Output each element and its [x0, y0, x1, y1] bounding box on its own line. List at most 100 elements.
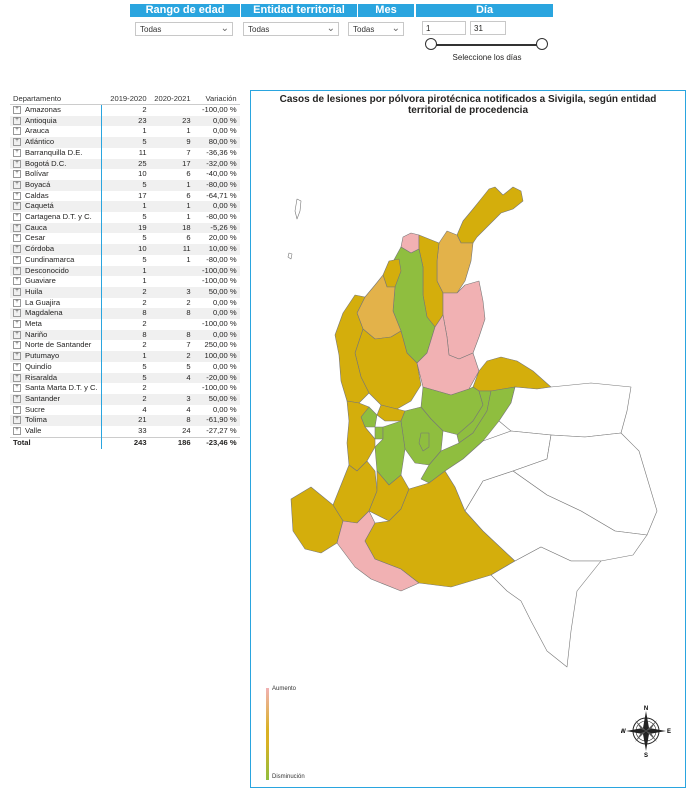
expand-icon[interactable]: + — [13, 416, 21, 425]
expand-icon[interactable]: + — [13, 148, 21, 157]
expand-icon[interactable]: + — [13, 320, 21, 329]
expand-icon[interactable]: + — [13, 191, 21, 200]
table-row[interactable]: + Quindío 5 5 0,00 % — [10, 361, 240, 373]
table-row[interactable]: + Sucre 4 4 0,00 % — [10, 404, 240, 416]
expand-icon[interactable]: + — [13, 266, 21, 275]
col-header-variation[interactable]: Variación — [193, 92, 240, 105]
value-2020-2021: 8 — [149, 415, 194, 427]
table-row[interactable]: + Cesar 5 6 20,00 % — [10, 233, 240, 245]
expand-icon[interactable]: + — [13, 255, 21, 264]
expand-icon[interactable]: + — [13, 245, 21, 254]
department-name: Cauca — [25, 222, 47, 232]
expand-icon[interactable]: + — [13, 341, 21, 350]
expand-icon[interactable]: + — [13, 427, 21, 436]
day-slider-start-handle[interactable] — [425, 38, 437, 50]
value-2020-2021: 4 — [186, 404, 191, 414]
expand-icon[interactable]: + — [13, 127, 21, 136]
department-name: Tolima — [25, 415, 47, 425]
total-variation: -23,46 % — [193, 436, 240, 449]
col-header-2019-2020[interactable]: 2019-2020 — [101, 92, 150, 105]
table-row[interactable]: + Guaviare 1 -100,00 % — [10, 276, 240, 287]
month-dropdown[interactable]: Todas ⌄ — [348, 22, 404, 36]
table-row[interactable]: + Amazonas 2 -100,00 % — [10, 104, 240, 116]
expand-icon[interactable]: + — [13, 287, 21, 296]
table-row[interactable]: + Santander 2 3 50,00 % — [10, 393, 240, 405]
table-row[interactable]: + Meta 2 -100,00 % — [10, 319, 240, 330]
expand-icon[interactable]: + — [13, 234, 21, 243]
value-2019-2020: 23 — [100, 115, 150, 127]
department-cell: + Huila — [10, 286, 102, 298]
table-row[interactable]: + Risaralda 5 4 -20,00 % — [10, 372, 240, 384]
table-row[interactable]: + Antioquia 23 23 0,00 % — [10, 115, 240, 127]
department-name: Cartagena D.T. y C. — [25, 212, 92, 222]
entity-dropdown[interactable]: Todas ⌄ — [243, 22, 339, 36]
table-row[interactable]: + Tolima 21 8 -61,90 % — [10, 415, 240, 427]
table-row[interactable]: + La Guajira 2 2 0,00 % — [10, 297, 240, 309]
expand-icon[interactable]: + — [13, 362, 21, 371]
total-2019-2020: 243 — [100, 436, 150, 449]
col-header-department[interactable]: Departamento — [10, 92, 102, 105]
day-from-input[interactable]: 1 — [422, 21, 466, 35]
expand-icon[interactable]: + — [13, 394, 21, 403]
table-row[interactable]: + Arauca 1 1 0,00 % — [10, 126, 240, 138]
department-name: Santander — [25, 393, 61, 403]
day-to-input[interactable]: 31 — [470, 21, 506, 35]
value-variation: 0,00 % — [193, 329, 240, 341]
table-row[interactable]: + Caldas 17 6 -64,71 % — [10, 190, 240, 202]
value-variation: -20,00 % — [193, 372, 240, 384]
table-row[interactable]: + Barranquilla D.E. 11 7 -36,36 % — [10, 147, 240, 159]
age-dropdown[interactable]: Todas ⌄ — [135, 22, 233, 36]
expand-icon[interactable]: + — [13, 170, 21, 179]
expand-icon[interactable]: + — [13, 384, 21, 393]
expand-icon[interactable]: + — [13, 298, 21, 307]
day-slider-track[interactable] — [432, 44, 542, 46]
day-filter-header: Día — [416, 4, 553, 17]
table-row[interactable]: + Atlántico 5 9 80,00 % — [10, 137, 240, 148]
expand-icon[interactable]: + — [13, 116, 21, 125]
map-region-norte-de-santander — [442, 280, 486, 360]
table-row[interactable]: + Putumayo 1 2 100,00 % — [10, 351, 240, 362]
table-row[interactable]: + Valle 33 24 -27,27 % — [10, 426, 240, 438]
expand-icon[interactable]: + — [13, 352, 21, 361]
table-row[interactable]: + Boyacá 5 1 -80,00 % — [10, 179, 240, 191]
department-cell: + Santa Marta D.T. y C. — [10, 383, 101, 394]
expand-icon[interactable]: + — [13, 223, 21, 232]
value-variation: 0,00 % — [212, 404, 237, 414]
table-row[interactable]: + Desconocido 1 -100,00 % — [10, 265, 240, 277]
table-row[interactable]: + Cundinamarca 5 1 -80,00 % — [10, 254, 240, 266]
day-slider-label: Seleccione los días — [452, 53, 522, 62]
value-2019-2020: 2 — [100, 393, 150, 405]
department-cell: + Putumayo — [10, 351, 102, 362]
expand-icon[interactable]: + — [13, 180, 21, 189]
table-row[interactable]: + Magdalena 8 8 0,00 % — [10, 308, 240, 320]
expand-icon[interactable]: + — [13, 159, 21, 168]
table-row[interactable]: + Huila 2 3 50,00 % — [10, 286, 240, 298]
table-row[interactable]: + Córdoba 10 11 10,00 % — [10, 244, 240, 255]
table-row[interactable]: + Bogotá D.C. 25 17 -32,00 % — [10, 158, 240, 170]
expand-icon[interactable]: + — [13, 213, 21, 222]
table-row[interactable]: + Cartagena D.T. y C. 5 1 -80,00 % — [10, 212, 240, 223]
map-region-san-andres — [294, 198, 302, 220]
department-name: Antioquia — [25, 115, 57, 125]
table-row[interactable]: + Caquetá 1 1 0,00 % — [10, 201, 240, 213]
department-name: Cundinamarca — [25, 254, 75, 264]
expand-icon[interactable]: + — [13, 373, 21, 382]
expand-icon[interactable]: + — [13, 277, 21, 286]
expand-icon[interactable]: + — [13, 202, 21, 211]
table-row[interactable]: + Santa Marta D.T. y C. 2 -100,00 % — [10, 383, 240, 394]
value-2020-2021: 7 — [186, 340, 191, 350]
day-slider-end-handle[interactable] — [536, 38, 548, 50]
value-2020-2021 — [149, 265, 194, 277]
expand-icon[interactable]: + — [13, 106, 21, 114]
table-row[interactable]: + Cauca 19 18 -5,26 % — [10, 222, 240, 234]
expand-icon[interactable]: + — [13, 330, 21, 339]
table-row[interactable]: + Nariño 8 8 0,00 % — [10, 329, 240, 341]
table-row[interactable]: + Bolívar 10 6 -40,00 % — [10, 169, 240, 180]
col-header-2020-2021[interactable]: 2020-2021 — [149, 92, 194, 105]
table-row[interactable]: + Norte de Santander 2 7 250,00 % — [10, 340, 240, 352]
expand-icon[interactable]: + — [13, 138, 21, 147]
expand-icon[interactable]: + — [13, 405, 21, 414]
value-variation: -100,00 % — [193, 265, 240, 277]
department-name: Caldas — [25, 190, 49, 200]
expand-icon[interactable]: + — [13, 309, 21, 318]
